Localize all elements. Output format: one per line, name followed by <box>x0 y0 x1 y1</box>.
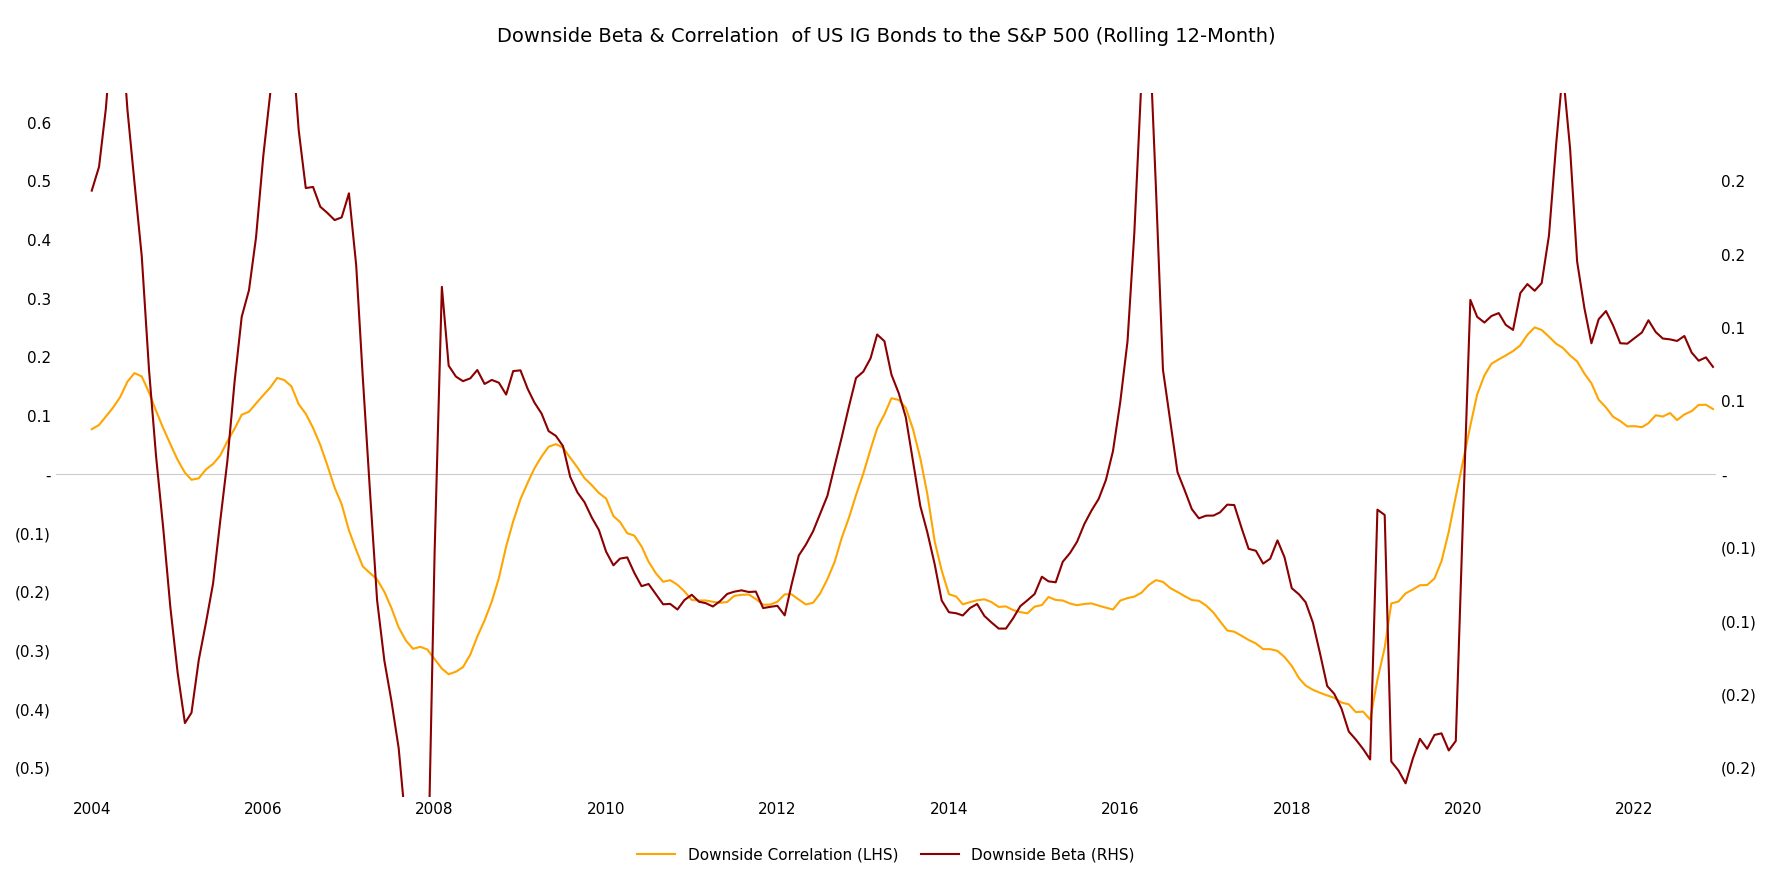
Line: Downside Beta (RHS): Downside Beta (RHS) <box>92 10 1714 885</box>
Line: Downside Correlation (LHS): Downside Correlation (LHS) <box>92 327 1714 720</box>
Legend: Downside Correlation (LHS), Downside Beta (RHS): Downside Correlation (LHS), Downside Bet… <box>631 842 1141 868</box>
Text: Downside Beta & Correlation  of US IG Bonds to the S&P 500 (Rolling 12-Month): Downside Beta & Correlation of US IG Bon… <box>496 27 1276 45</box>
